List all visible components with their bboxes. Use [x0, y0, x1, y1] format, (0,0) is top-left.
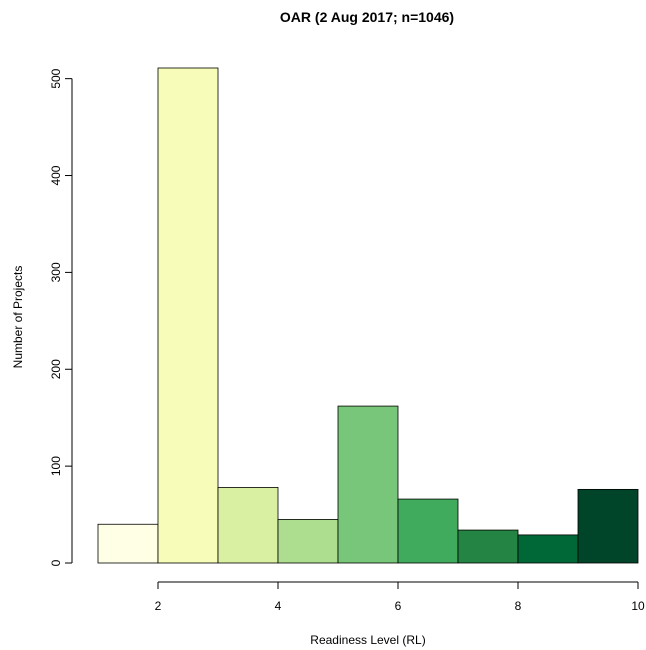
y-tick-label-300: 300 [49, 262, 63, 282]
y-axis: 0 100 200 300 400 500 [49, 68, 73, 566]
bars-group [97, 67, 639, 564]
bar-3-4 [217, 487, 279, 564]
bar-9-10 [577, 488, 639, 564]
bar-6-7 [397, 498, 459, 564]
x-axis: 2 4 6 8 10 [155, 581, 645, 613]
y-tick-label-100: 100 [49, 456, 63, 476]
bar-5-6 [337, 405, 399, 564]
y-tick-label-400: 400 [49, 165, 63, 185]
y-axis-label: Number of Projects [11, 266, 25, 369]
bar-8-9 [517, 534, 579, 564]
x-tick-label-2: 2 [155, 599, 162, 613]
x-tick-label-10: 10 [631, 599, 645, 613]
x-tick-label-4: 4 [275, 599, 282, 613]
x-tick-label-8: 8 [515, 599, 522, 613]
x-tick-label-6: 6 [395, 599, 402, 613]
bar-4-5 [277, 519, 339, 564]
bar-2-3 [157, 67, 219, 564]
y-tick-label-200: 200 [49, 359, 63, 379]
chart-title: OAR (2 Aug 2017; n=1046) [280, 9, 454, 25]
y-tick-label-500: 500 [49, 68, 63, 88]
bar-7-8 [457, 529, 519, 564]
bar-1-2 [97, 523, 159, 564]
x-axis-label: Readiness Level (RL) [310, 633, 425, 647]
y-tick-label-0: 0 [49, 559, 63, 566]
